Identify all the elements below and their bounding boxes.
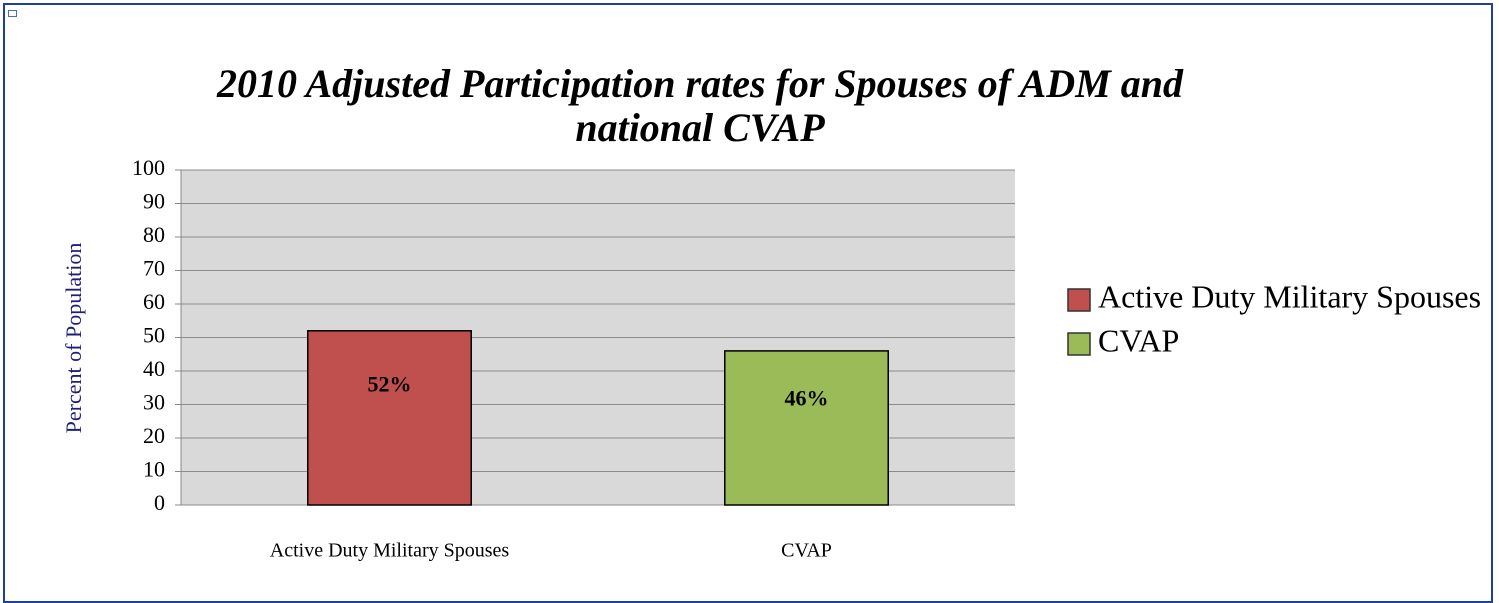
- x-tick-label: Active Duty Military Spouses: [270, 540, 510, 562]
- y-tick-label: 30: [143, 390, 165, 415]
- y-tick-label: 50: [143, 323, 165, 348]
- chart-title: 2010 Adjusted Participation rates for Sp…: [216, 61, 1184, 150]
- y-tick-label: 80: [143, 222, 165, 247]
- legend-label: Active Duty Military Spouses: [1098, 278, 1481, 314]
- bar: [307, 330, 472, 506]
- data-label: 46%: [785, 385, 829, 410]
- legend-label: CVAP: [1098, 322, 1179, 358]
- x-tick-label: CVAP: [781, 540, 832, 562]
- y-tick-label: 40: [143, 356, 165, 381]
- y-tick-label: 60: [143, 289, 165, 314]
- y-tick-label: 10: [143, 457, 165, 482]
- y-tick-label: 90: [143, 189, 165, 214]
- icon: [8, 10, 17, 17]
- legend-swatch: [1067, 288, 1091, 312]
- bar: [724, 350, 889, 506]
- y-tick-label: 70: [143, 256, 165, 281]
- y-tick-label: 0: [154, 490, 165, 515]
- y-tick-label: 100: [132, 155, 165, 180]
- legend-swatch: [1067, 332, 1091, 356]
- y-tick-label: 20: [143, 423, 165, 448]
- data-label: 52%: [368, 372, 412, 397]
- y-axis-label: Percent of Population: [61, 243, 86, 434]
